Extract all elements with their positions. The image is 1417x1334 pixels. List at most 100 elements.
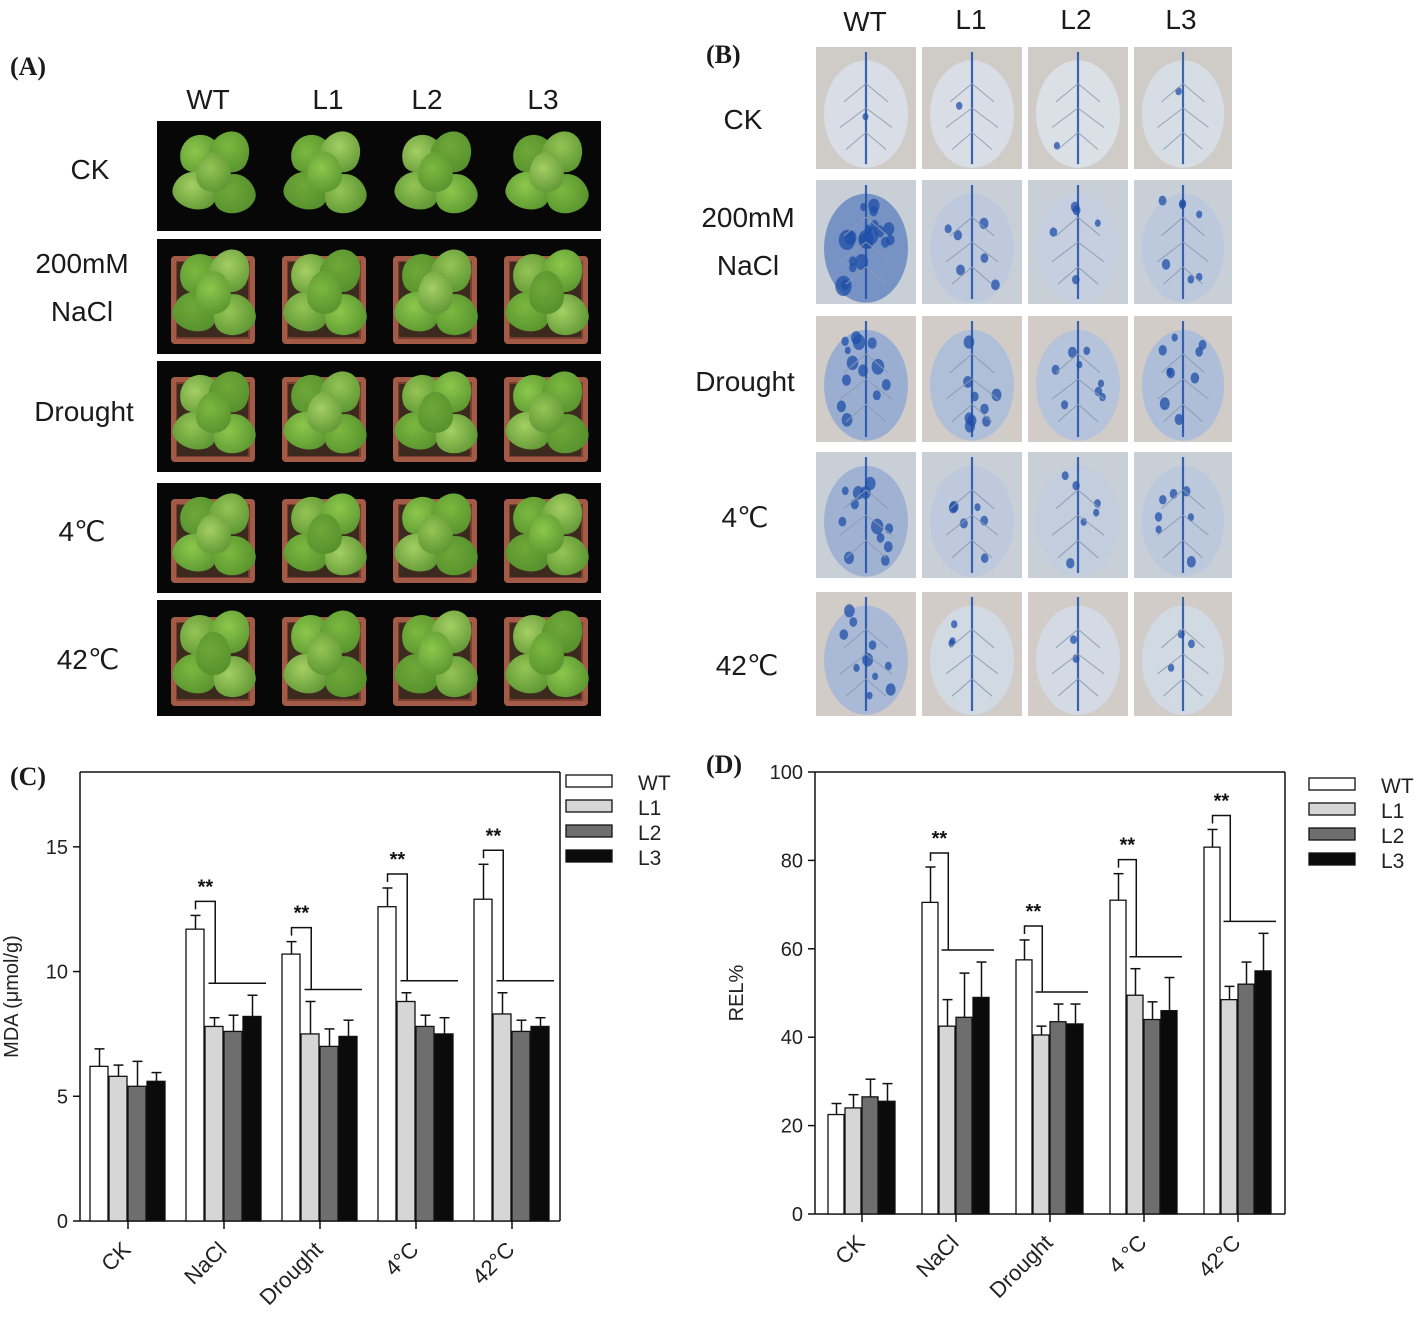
photo-strip-42c bbox=[157, 600, 601, 716]
legend-label-L2: L2 bbox=[638, 822, 661, 845]
y-tick-label: 5 bbox=[57, 1086, 68, 1108]
panel-d-letter: (D) bbox=[706, 750, 743, 779]
stained-leaf-nacl-l2 bbox=[1028, 180, 1128, 304]
y-tick-label: 15 bbox=[46, 837, 68, 859]
photo-strip-ck bbox=[157, 121, 601, 231]
bar-L1-2 bbox=[1032, 1034, 1050, 1215]
stained-leaf-drought-l2 bbox=[1028, 316, 1128, 442]
y-tick-label: 100 bbox=[770, 762, 803, 784]
y-tick-label: 10 bbox=[46, 962, 68, 984]
legend-label-WT: WT bbox=[638, 772, 671, 795]
x-tick-label: 42°C bbox=[1193, 1230, 1246, 1283]
legend-swatch-L3 bbox=[565, 849, 613, 863]
panel-a-col-l3: L3 bbox=[527, 84, 559, 115]
stained-leaf-drought-l1 bbox=[922, 316, 1022, 442]
bar-L3-1 bbox=[972, 996, 990, 1215]
significance-bracket bbox=[929, 852, 950, 951]
significance-bracket bbox=[1211, 814, 1232, 922]
bar-WT-2 bbox=[281, 953, 301, 1222]
legend-swatch-L2 bbox=[1308, 827, 1356, 841]
stained-leaf-nacl-l3 bbox=[1134, 180, 1232, 304]
plant-photo-ck-l2 bbox=[382, 125, 487, 227]
stained-leaf-4c-l1 bbox=[922, 452, 1022, 578]
bar-L1-4 bbox=[1220, 998, 1238, 1215]
stained-leaf-42c-l2 bbox=[1028, 592, 1128, 716]
x-tick-label: 4°C bbox=[380, 1237, 424, 1281]
bar-WT-3 bbox=[1109, 899, 1127, 1215]
panel-a-row-nacl: 200mM NaCl bbox=[35, 248, 129, 327]
bar-WT-0 bbox=[827, 1113, 845, 1215]
photo-strip-nacl bbox=[157, 239, 601, 354]
significance-bracket bbox=[386, 873, 408, 981]
panel-b-col-l2: L2 bbox=[1060, 4, 1092, 35]
bar-WT-1 bbox=[185, 928, 205, 1222]
y-tick-label: 0 bbox=[792, 1204, 803, 1226]
bar-WT-0 bbox=[89, 1065, 109, 1222]
plant-photo-4c-l3 bbox=[493, 487, 598, 589]
plant-photo-nacl-l2 bbox=[382, 243, 487, 350]
bar-L3-3 bbox=[1160, 1010, 1178, 1215]
stained-leaf-ck-l2 bbox=[1028, 47, 1128, 169]
bar-L1-2 bbox=[300, 1033, 320, 1222]
plant-photo-drought-l2 bbox=[382, 365, 487, 468]
plant-photo-drought-wt bbox=[160, 365, 265, 468]
bar-L2-3 bbox=[415, 1025, 435, 1222]
y-axis-label: MDA (μmol/g) bbox=[1, 935, 23, 1058]
panel-d-rel-chart: 0 20 40 60 80 100 REL% CK NaCl ** Drought ** 4 °C ** 4… bbox=[726, 762, 1414, 1303]
x-tick-label: CK bbox=[830, 1230, 870, 1270]
photo-strip-4c bbox=[157, 483, 601, 593]
plant-photo-nacl-l3 bbox=[493, 243, 598, 350]
stained-leaf-nacl-wt bbox=[816, 180, 916, 304]
bar-L3-0 bbox=[878, 1100, 896, 1215]
panel-b-letter: (B) bbox=[706, 40, 741, 69]
y-tick-label: 0 bbox=[57, 1211, 68, 1233]
bar-L3-4 bbox=[530, 1025, 550, 1222]
bar-L3-3 bbox=[434, 1033, 454, 1222]
stained-leaf-ck-wt bbox=[816, 47, 916, 169]
significance-bracket bbox=[194, 900, 216, 984]
significance-bracket bbox=[1023, 925, 1044, 993]
panel-a-row-ck: CK bbox=[70, 154, 110, 185]
plant-photo-42c-l2 bbox=[382, 604, 487, 712]
plant-photo-nacl-l1 bbox=[271, 243, 376, 350]
legend-label-L3: L3 bbox=[1381, 850, 1404, 873]
legend-swatch-L1 bbox=[565, 799, 613, 813]
plant-photo-ck-l1 bbox=[271, 125, 376, 227]
legend-swatch-WT bbox=[565, 774, 613, 788]
x-tick-label: NaCl bbox=[179, 1237, 231, 1289]
bar-L2-4 bbox=[511, 1030, 531, 1222]
panel-b-row-ck: CK bbox=[723, 104, 763, 135]
significance-label: ** bbox=[294, 903, 310, 925]
bar-L1-1 bbox=[938, 1025, 956, 1215]
panel-b-row-4c: 4℃ bbox=[721, 502, 769, 533]
legend-label-L1: L1 bbox=[1381, 800, 1404, 823]
plant-photo-4c-wt bbox=[160, 487, 265, 589]
bar-L1-3 bbox=[1126, 994, 1144, 1215]
y-tick-label: 20 bbox=[781, 1116, 803, 1138]
significance-bracket bbox=[482, 849, 504, 981]
y-tick-label: 60 bbox=[781, 939, 803, 961]
bar-L2-0 bbox=[861, 1096, 879, 1215]
legend-swatch-L1 bbox=[1308, 802, 1356, 816]
stained-leaf-42c-wt bbox=[816, 592, 916, 716]
legend-label-L1: L1 bbox=[638, 797, 661, 820]
plant-photo-drought-l1 bbox=[271, 365, 376, 468]
panel-b-col-wt: WT bbox=[843, 6, 887, 37]
bar-L1-1 bbox=[204, 1025, 224, 1222]
bar-L1-3 bbox=[396, 1000, 416, 1222]
bar-L1-0 bbox=[844, 1107, 862, 1215]
panel-b-row-drought: Drought bbox=[695, 366, 795, 397]
plant-photo-drought-l3 bbox=[493, 365, 598, 468]
panel-a-col-wt: WT bbox=[186, 84, 230, 115]
legend-swatch-L2 bbox=[565, 824, 613, 838]
plant-photo-42c-l3 bbox=[493, 604, 598, 712]
significance-label: ** bbox=[1214, 790, 1230, 812]
plant-photo-ck-l3 bbox=[493, 125, 598, 227]
panel-b-row-nacl: 200mM NaCl bbox=[701, 202, 795, 281]
x-tick-label: Drought bbox=[985, 1230, 1058, 1303]
plant-photo-4c-l2 bbox=[382, 487, 487, 589]
bar-L2-1 bbox=[955, 1016, 973, 1215]
panel-b-col-l3: L3 bbox=[1165, 4, 1197, 35]
panel-a-col-l1: L1 bbox=[312, 84, 344, 115]
significance-label: ** bbox=[390, 849, 406, 871]
